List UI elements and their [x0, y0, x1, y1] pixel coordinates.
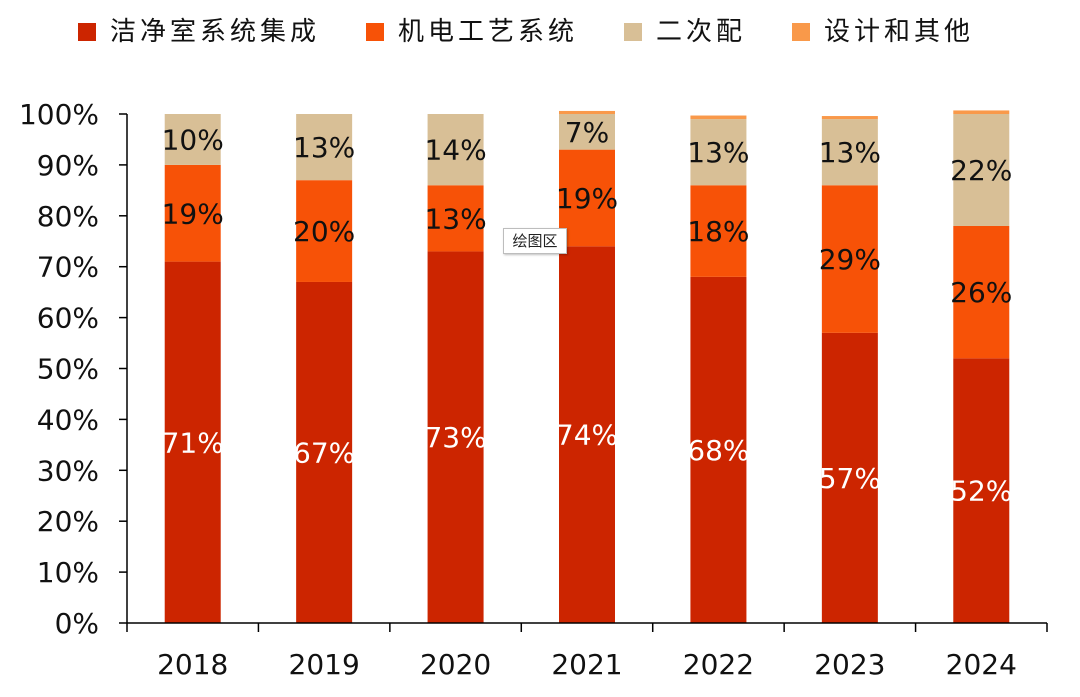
data-label-2022-series-1: 18% — [687, 215, 749, 248]
bar-2023-series-1 — [821, 185, 878, 333]
bar-2018-series-1 — [164, 164, 221, 262]
data-label-2020-series-0: 73% — [424, 421, 486, 454]
x-tick-label-2020: 2020 — [420, 648, 491, 681]
bar-2024-series-2 — [953, 114, 1010, 226]
bar-2020-series-0 — [427, 251, 484, 623]
bar-2020-series-1 — [427, 185, 484, 252]
legend-swatch-mep — [366, 23, 385, 41]
bar-2018-series-0 — [164, 261, 221, 623]
data-label-2022-series-0: 68% — [687, 434, 749, 467]
bar-2023-series-2 — [821, 119, 878, 186]
bar-2024-series-0 — [953, 358, 1010, 623]
bar-2019-series-1 — [296, 180, 353, 282]
data-label-2019-series-2: 13% — [293, 131, 355, 164]
y-tick-label-2: 20% — [37, 505, 99, 538]
bar-2022-series-1 — [690, 185, 747, 277]
bar-2019-series-0 — [296, 281, 353, 623]
y-tick-label-6: 60% — [37, 302, 99, 335]
legend-item-secondary-piping: 二次配 — [624, 12, 746, 52]
y-tick-label-0: 0% — [55, 607, 99, 640]
data-label-2023-series-0: 57% — [819, 462, 881, 495]
legend-item-clean-room: 洁净室系统集成 — [78, 12, 320, 52]
data-label-2018-series-0: 71% — [162, 426, 224, 459]
legend-item-design-other: 设计和其他 — [792, 12, 974, 52]
x-tick-label-2019: 2019 — [289, 648, 360, 681]
data-label-2020-series-2: 14% — [424, 134, 486, 167]
data-label-2018-series-2: 10% — [162, 123, 224, 156]
data-label-2021-series-1: 19% — [556, 182, 618, 215]
data-label-2019-series-0: 67% — [293, 436, 355, 469]
y-tick-label-5: 50% — [37, 353, 99, 386]
data-label-2020-series-1: 13% — [424, 202, 486, 235]
bar-2024-series-1 — [953, 225, 1010, 359]
y-tick-label-4: 40% — [37, 403, 99, 436]
data-label-2023-series-2: 13% — [819, 136, 881, 169]
y-tick-label-10: 100% — [19, 98, 99, 131]
legend-label-mep: 机电工艺系统 — [398, 17, 579, 47]
legend-swatch-secondary-piping — [624, 23, 643, 41]
x-tick-label-2018: 2018 — [157, 648, 228, 681]
legend-swatch-clean-room — [78, 23, 96, 41]
legend-label-design-other: 设计和其他 — [824, 17, 975, 47]
legend-label-secondary-piping: 二次配 — [656, 17, 747, 47]
data-label-2021-series-2: 7% — [565, 116, 609, 149]
x-tick-label-2024: 2024 — [946, 648, 1017, 681]
bar-2024-series-3 — [953, 110, 1010, 114]
bar-2020-series-2 — [427, 114, 484, 186]
bar-2021-series-3 — [559, 110, 615, 114]
bar-2022-series-0 — [690, 276, 747, 623]
y-tick-label-9: 90% — [37, 149, 99, 182]
y-tick-label-3: 30% — [37, 454, 99, 487]
legend-swatch-design-other — [792, 23, 811, 41]
legend-item-mep: 机电工艺系统 — [366, 12, 578, 52]
x-tick-label-2022: 2022 — [683, 648, 754, 681]
data-label-2023-series-1: 29% — [819, 243, 881, 276]
data-label-2024-series-1: 26% — [950, 276, 1012, 309]
data-label-2024-series-0: 52% — [950, 475, 1012, 508]
y-tick-label-8: 80% — [37, 200, 99, 233]
data-label-2022-series-2: 13% — [687, 136, 749, 169]
legend-label-clean-room: 洁净室系统集成 — [110, 17, 321, 47]
data-label-2024-series-2: 22% — [950, 154, 1012, 187]
plot-area-tooltip: 绘图区 — [503, 228, 567, 254]
data-label-2021-series-0: 74% — [556, 419, 618, 452]
bar-2021-series-2 — [559, 114, 615, 150]
bar-2023-series-0 — [821, 332, 878, 623]
y-tick-label-1: 10% — [37, 556, 99, 589]
data-label-2019-series-1: 20% — [293, 215, 355, 248]
bar-2023-series-3 — [821, 116, 878, 120]
x-tick-label-2021: 2021 — [551, 648, 622, 681]
bar-2019-series-2 — [296, 114, 353, 181]
y-tick-label-7: 70% — [37, 251, 99, 284]
x-tick-label-2023: 2023 — [814, 648, 885, 681]
chart-legend: 洁净室系统集成 机电工艺系统 二次配 设计和其他 — [78, 12, 1020, 52]
bar-2022-series-3 — [690, 115, 747, 120]
bar-2021-series-1 — [559, 149, 615, 247]
bar-2021-series-0 — [559, 246, 615, 623]
data-label-2018-series-1: 19% — [162, 197, 224, 230]
bar-2022-series-2 — [690, 119, 747, 186]
bar-2018-series-2 — [164, 114, 221, 165]
